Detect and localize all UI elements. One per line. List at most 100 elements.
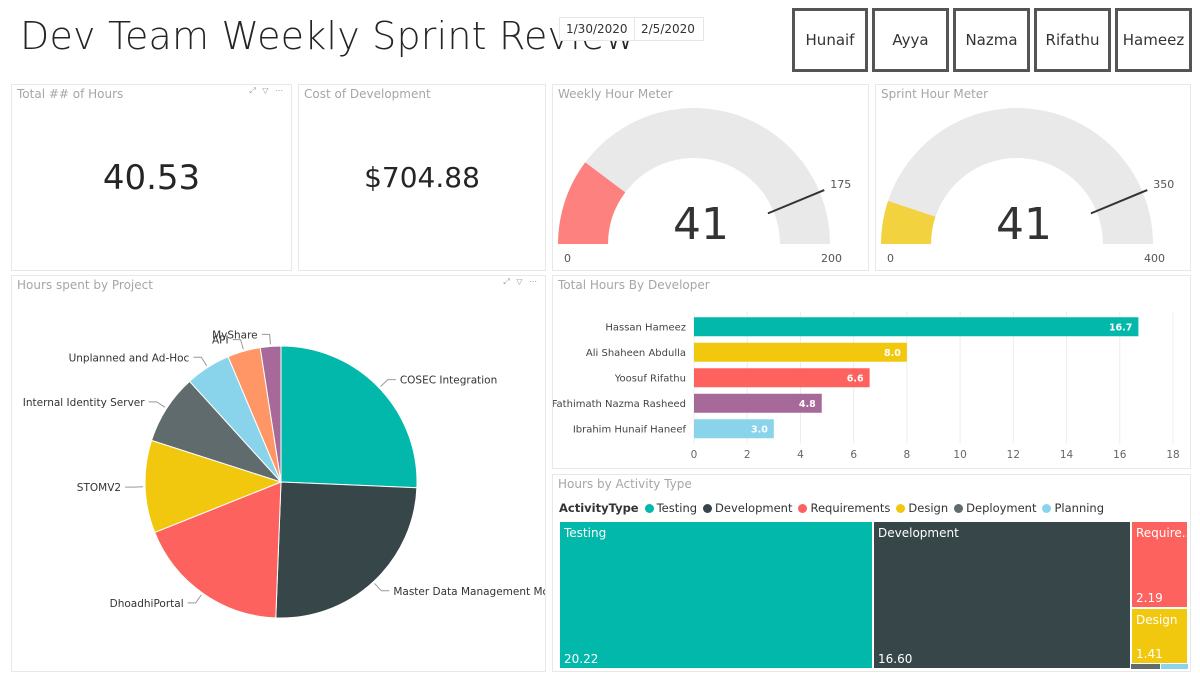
- treemap-cell-value: 1.41: [1136, 647, 1163, 661]
- legend-item-planning[interactable]: Planning: [1042, 501, 1104, 515]
- treemap-cell-design[interactable]: Design 1.41: [1131, 608, 1188, 664]
- pie-slice-stomv2[interactable]: [144, 439, 283, 534]
- bar-ali-shaheen-abdulla[interactable]: [694, 342, 907, 362]
- treemap-cell-label: Development: [878, 526, 959, 540]
- pie-slice-myshare[interactable]: [259, 345, 282, 483]
- pie-leader-line: [187, 594, 202, 604]
- hours-card-title: Total ## of Hours: [17, 87, 124, 101]
- bar-data-label: 3.0: [751, 424, 768, 435]
- bar-x-tick: 6: [850, 449, 857, 461]
- legend-label: Design: [908, 501, 949, 515]
- bar-x-tick: 2: [744, 449, 751, 461]
- bar-data-label: 16.7: [1109, 322, 1132, 333]
- treemap-legend: ActivityType Testing Development Require…: [559, 501, 1110, 515]
- treemap-cell-planning[interactable]: [1161, 664, 1188, 669]
- cost-card-title: Cost of Development: [304, 87, 431, 101]
- date-start-input[interactable]: 1/30/2020: [559, 17, 635, 41]
- gauge-track: [881, 108, 1153, 244]
- gauge-track: [558, 108, 830, 244]
- treemap-cell-value: 20.22: [564, 652, 599, 666]
- card-menu-icon[interactable]: ⤢ ▽ ⋯: [249, 86, 285, 95]
- pie-leader-line: [193, 356, 208, 366]
- treemap-cell-value: 2.19: [1136, 591, 1163, 605]
- legend-label: Deployment: [966, 501, 1037, 515]
- legend-title: ActivityType: [559, 501, 639, 515]
- slicer-button-rifathu[interactable]: Rifathu: [1034, 8, 1111, 72]
- project-pie-chart: COSEC Integration Master Data Management …: [23, 329, 546, 619]
- bar-fathimath-nazma-rasheed[interactable]: [694, 393, 822, 413]
- pie-label: COSEC Integration: [400, 375, 497, 387]
- legend-dot: [1042, 503, 1052, 513]
- hours-value: 40.53: [102, 157, 201, 198]
- legend-dot: [644, 503, 654, 513]
- bar-x-tick: 10: [953, 449, 966, 461]
- developer-bar-chart: 0 2 4 6 8 10 12 14 16 18 Hassan Hameez 16.7 Ali Shah…: [553, 312, 1180, 461]
- gauge-min-label: 0: [887, 252, 894, 265]
- bar-data-label: 4.8: [799, 399, 816, 410]
- pie-label: DhoadhiPortal: [110, 598, 184, 610]
- pie-leader-line: [261, 333, 271, 345]
- legend-dot: [896, 503, 906, 513]
- pie-label: STOMV2: [77, 482, 121, 494]
- legend-label: Requirements: [810, 501, 891, 515]
- gauge-fill: [558, 162, 626, 244]
- treemap-cell-development[interactable]: Development 16.60: [873, 521, 1131, 669]
- pie-slice-master-data-management-module[interactable]: [275, 481, 418, 619]
- legend-item-development[interactable]: Development: [703, 501, 792, 515]
- bar-yoosuf-rifathu[interactable]: [694, 368, 870, 388]
- gauge-target-label: 350: [1153, 178, 1174, 191]
- treemap-cell-label: Testing: [564, 526, 607, 540]
- bar-data-label: 8.0: [884, 348, 901, 359]
- date-end-input[interactable]: 2/5/2020: [634, 17, 704, 41]
- bar-hassan-hameez[interactable]: [694, 317, 1139, 337]
- pie-label: Master Data Management Module: [393, 586, 546, 598]
- activity-treemap-card: Hours by Activity Type ActivityType Test…: [552, 474, 1191, 672]
- bar-category-label: Ibrahim Hunaif Haneef: [573, 424, 687, 435]
- card-menu-icon[interactable]: ⤢ ▽ ⋯: [503, 277, 539, 286]
- gauge-max-label: 200: [821, 252, 842, 265]
- weekly-gauge-card: Weekly Hour Meter 41 0 200 175: [552, 84, 869, 271]
- gauge-fill: [881, 200, 936, 244]
- legend-dot: [703, 503, 713, 513]
- bar-x-tick: 14: [1060, 449, 1074, 461]
- pie-slice-dhoadhiportal[interactable]: [154, 481, 282, 619]
- legend-item-deployment[interactable]: Deployment: [954, 501, 1036, 515]
- bar-category-label: Hassan Hameez: [605, 322, 686, 333]
- gauge-value: 41: [996, 199, 1052, 250]
- gauge-target-line: [767, 189, 825, 215]
- pie-title: Hours spent by Project: [17, 278, 153, 292]
- sprint-gauge-card: Sprint Hour Meter 41 0 400 350: [875, 84, 1191, 271]
- bar-x-tick: 8: [904, 449, 911, 461]
- legend-dot: [798, 503, 808, 513]
- slicer-button-ayya[interactable]: Ayya: [872, 8, 949, 72]
- treemap-cell-label: Design: [1136, 613, 1178, 627]
- legend-item-requirements[interactable]: Requirements: [798, 501, 890, 515]
- legend-item-testing[interactable]: Testing: [644, 501, 698, 515]
- pie-slice-cosec-integration[interactable]: [280, 345, 418, 489]
- bar-x-tick: 4: [797, 449, 804, 461]
- cost-card: Cost of Development $704.88: [298, 84, 546, 271]
- pie-leader-line: [380, 379, 396, 387]
- cost-value: $704.88: [364, 161, 480, 194]
- sprint-gauge-title: Sprint Hour Meter: [881, 87, 989, 101]
- gauge-target-line: [1090, 189, 1148, 215]
- bar-category-label: Fathimath Nazma Rasheed: [553, 399, 686, 410]
- bar-category-label: Yoosuf Rifathu: [614, 373, 686, 384]
- slicer-button-hunaif[interactable]: Hunaif: [792, 8, 868, 72]
- legend-dot: [954, 503, 964, 513]
- slicer-button-hameez[interactable]: Hameez: [1115, 8, 1192, 72]
- pie-label: Unplanned and Ad-Hoc: [69, 352, 190, 364]
- pie-leader-line: [148, 401, 166, 408]
- slicer-button-nazma[interactable]: Nazma: [953, 8, 1030, 72]
- bar-title: Total Hours By Developer: [558, 278, 710, 292]
- pie-label: MyShare: [212, 329, 258, 341]
- treemap-cell-requirements[interactable]: Require... 2.19: [1131, 521, 1188, 608]
- bar-ibrahim-hunaif-haneef[interactable]: [694, 419, 774, 439]
- legend-item-design[interactable]: Design: [896, 501, 948, 515]
- bar-data-label: 6.6: [847, 373, 864, 384]
- bar-x-tick: 12: [1007, 449, 1020, 461]
- legend-label: Testing: [656, 501, 698, 515]
- pie-label: Internal Identity Server: [23, 397, 145, 409]
- treemap-cell-deployment[interactable]: [1131, 664, 1161, 669]
- treemap-cell-testing[interactable]: Testing 20.22: [559, 521, 873, 669]
